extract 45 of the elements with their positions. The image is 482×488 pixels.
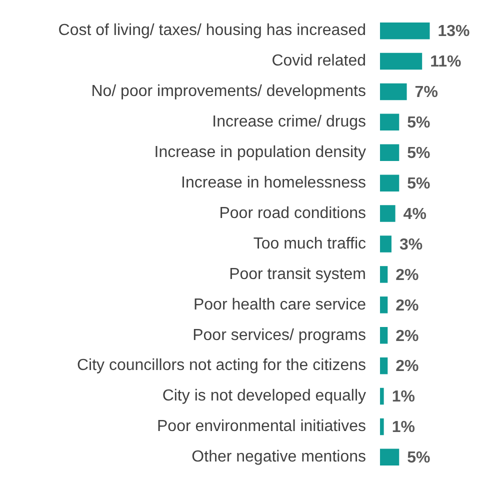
y-tick-label: Poor environmental initiatives — [157, 418, 366, 436]
y-tick-label: Poor transit system — [229, 266, 366, 283]
data-label: 1% — [392, 419, 415, 436]
y-tick-label: Poor services/ programs — [192, 326, 366, 344]
bar — [380, 174, 400, 192]
data-label: 1% — [392, 388, 415, 406]
data-label: 7% — [414, 84, 438, 102]
data-label: 5% — [407, 145, 430, 162]
bar — [380, 388, 384, 405]
data-label: 3% — [399, 236, 423, 254]
y-tick-label: Poor road conditions — [219, 204, 366, 222]
data-label: 2% — [396, 297, 419, 314]
y-tick-label: Increase in homelessness — [181, 174, 366, 192]
y-tick-label: No/ poor improvements/ developments — [91, 83, 366, 100]
data-label: 2% — [396, 266, 419, 284]
y-tick-label: Increase in population density — [154, 144, 366, 162]
y-tick-label: City councillors not acting for the citizens — [76, 357, 366, 374]
y-tick-label: Too much traffic — [253, 235, 366, 252]
data-label: 2% — [396, 328, 419, 345]
bar — [380, 205, 396, 222]
data-label: 5% — [407, 450, 430, 467]
data-label: 5% — [407, 176, 430, 192]
bar — [380, 296, 388, 314]
bar — [380, 326, 388, 344]
bar — [380, 266, 388, 283]
bar — [380, 236, 392, 252]
data-label: 13% — [438, 23, 470, 40]
data-label: 4% — [403, 206, 426, 223]
data-label: 5% — [407, 114, 430, 132]
y-tick-label: City is not developed equally — [162, 388, 366, 405]
y-tick-label: Cost of living/ taxes/ housing has increased — [58, 22, 366, 40]
bar — [380, 52, 422, 70]
y-tick-label: Other negative mentions — [192, 448, 366, 466]
y-tick-label: Covid related — [272, 52, 366, 70]
bar — [380, 22, 430, 40]
y-tick-label: Poor health care service — [193, 296, 366, 314]
bar — [380, 114, 400, 131]
bar — [380, 418, 384, 436]
bar — [380, 357, 388, 374]
y-tick-label: Increase crime/ drugs — [212, 114, 366, 131]
data-label: 2% — [396, 358, 419, 376]
bar — [380, 448, 400, 466]
data-label: 11% — [430, 54, 462, 71]
bar — [380, 83, 407, 100]
bar — [380, 144, 400, 162]
